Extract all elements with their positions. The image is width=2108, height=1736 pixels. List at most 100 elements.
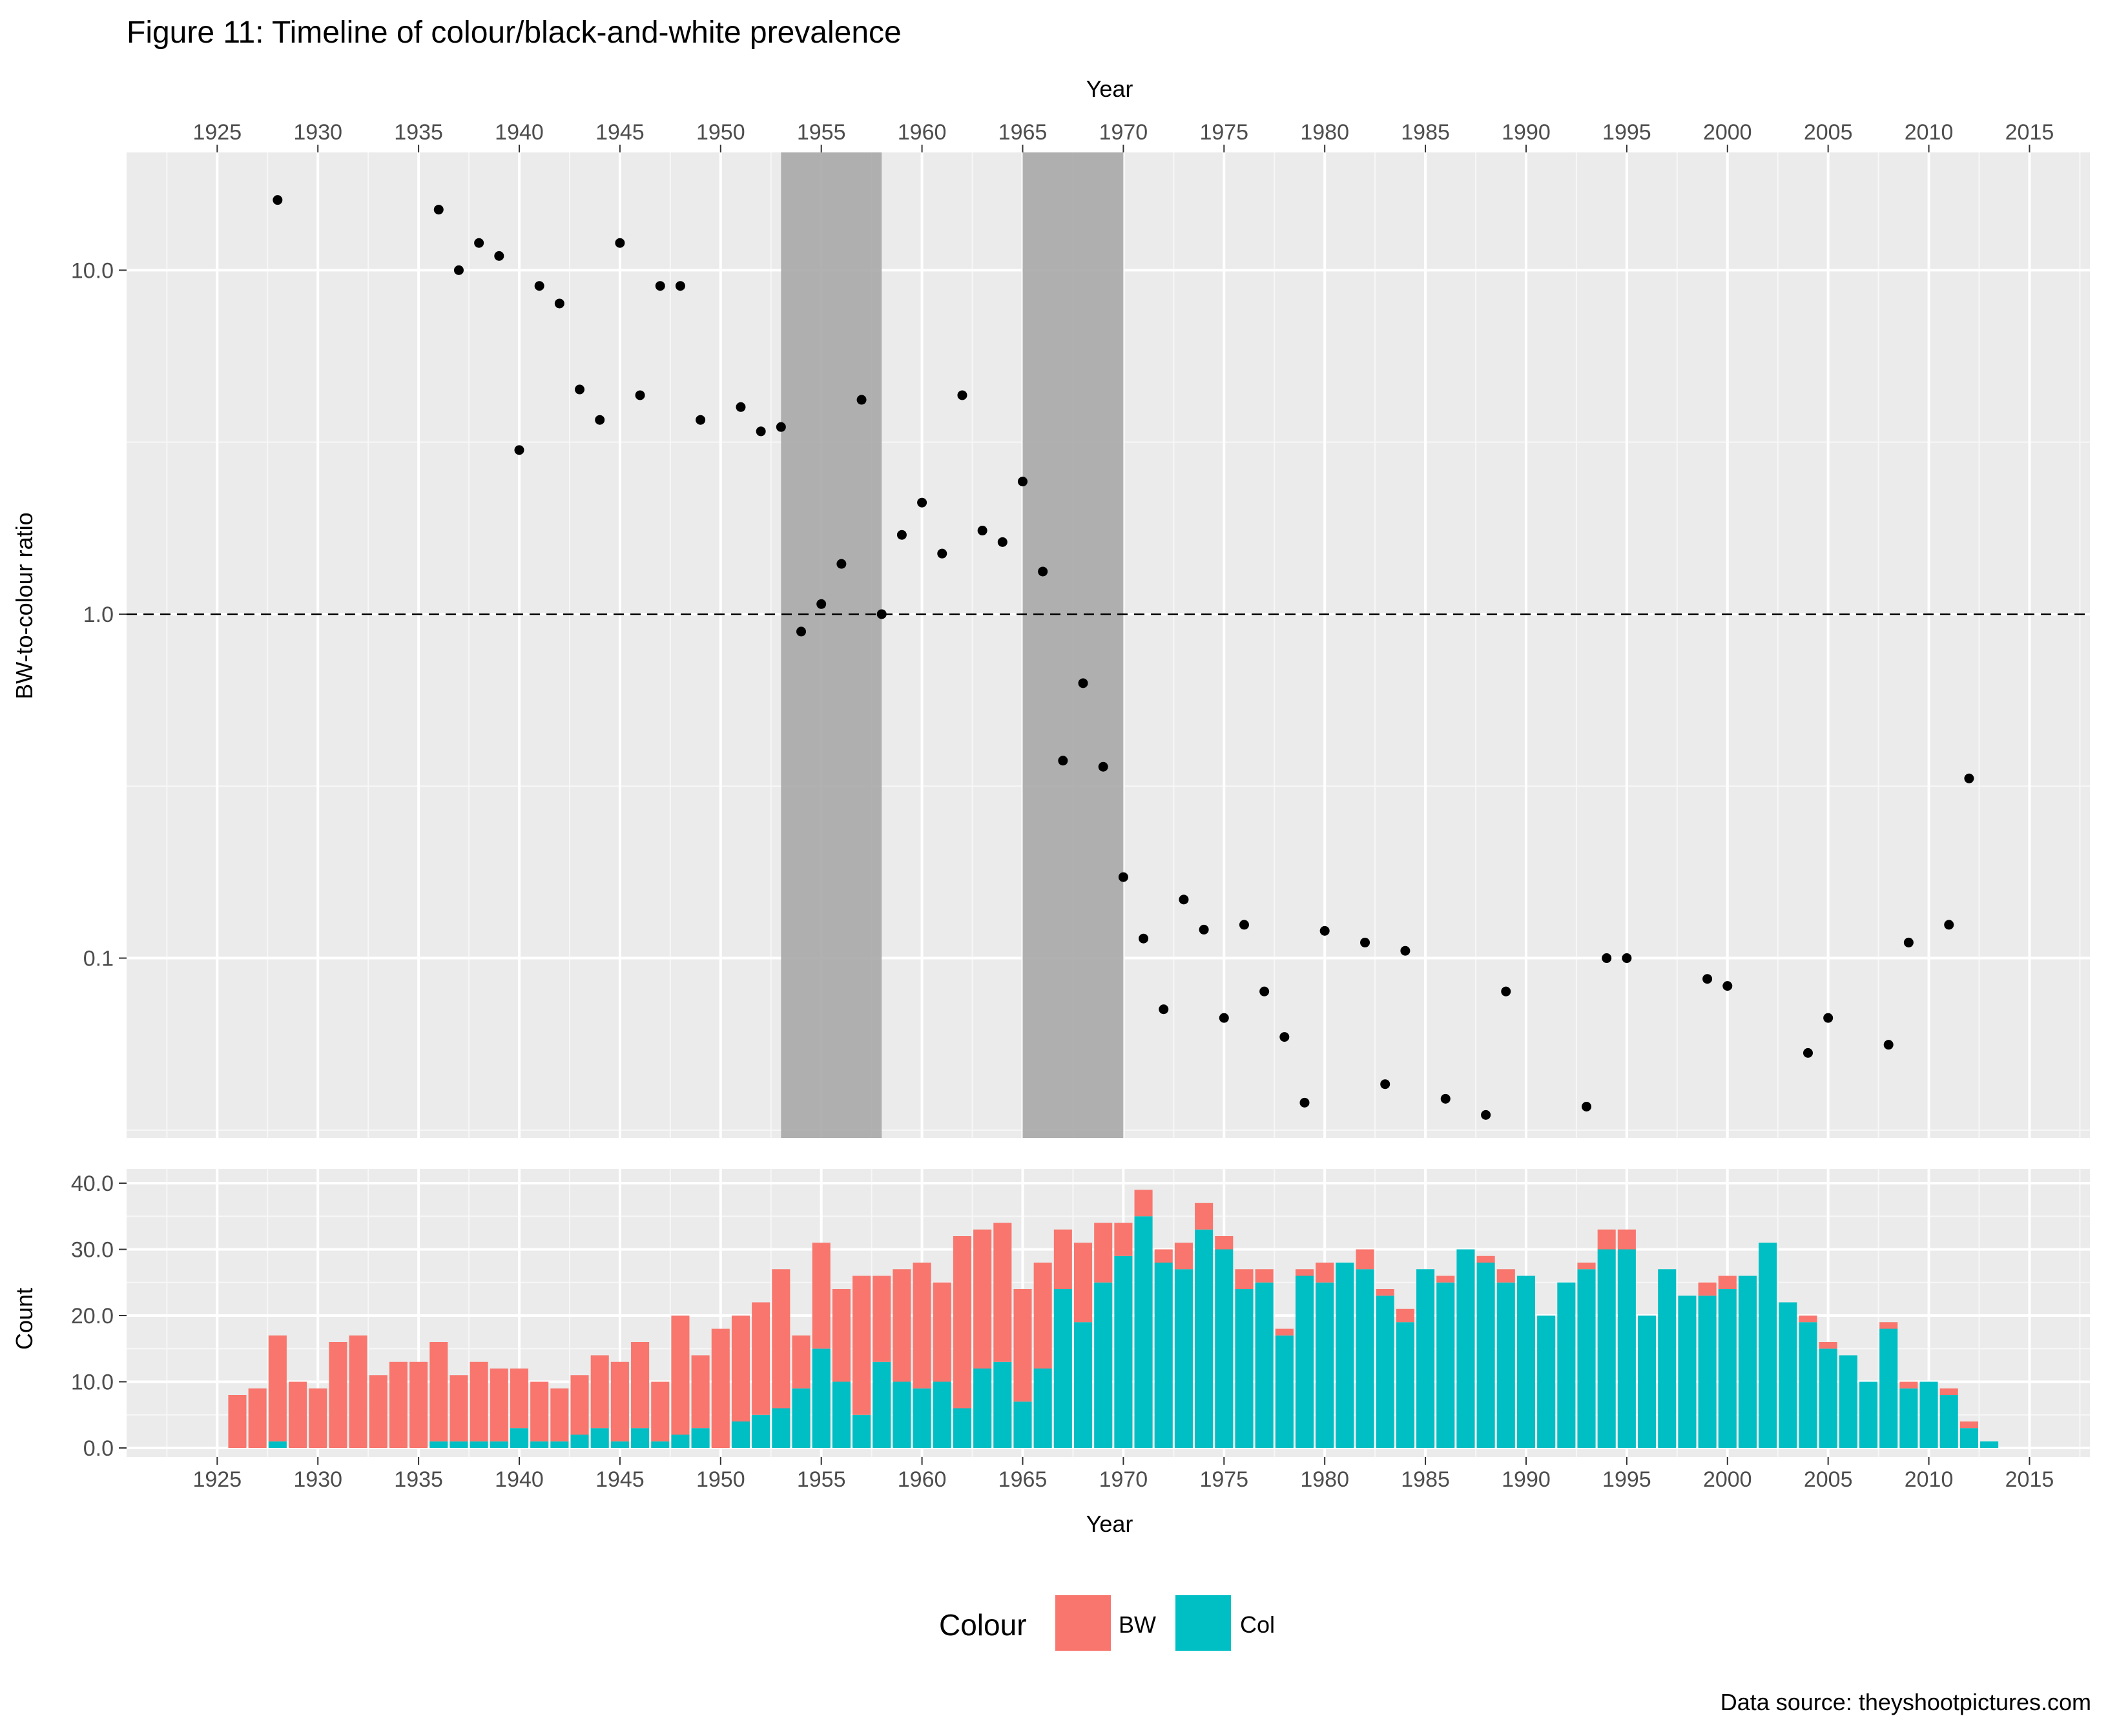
count-bar-bw xyxy=(812,1243,831,1349)
count-bar-bw xyxy=(1819,1342,1837,1349)
ratio-point xyxy=(876,609,887,619)
count-bar-col xyxy=(450,1441,468,1448)
ratio-point xyxy=(1058,756,1068,766)
count-bar-col xyxy=(651,1441,670,1448)
count-bar-col xyxy=(1738,1276,1757,1448)
count-bar-col xyxy=(1919,1381,1938,1448)
legend-title: Colour xyxy=(939,1608,1027,1642)
ratio-point xyxy=(1722,981,1733,991)
ratio-points xyxy=(273,195,1974,1120)
count-bar-bw xyxy=(752,1302,770,1415)
ratio-point xyxy=(896,530,907,540)
ratio-x-tick-label: 1945 xyxy=(595,120,645,145)
ratio-point xyxy=(1139,933,1149,944)
ratio-x-tick-label: 1985 xyxy=(1401,120,1450,145)
ratio-point xyxy=(1883,1040,1894,1050)
count-bar-bw xyxy=(651,1381,670,1442)
ratio-point xyxy=(736,402,746,412)
ratio-point xyxy=(836,559,847,569)
count-bar-bw xyxy=(610,1361,629,1442)
count-bar-col xyxy=(1597,1249,1616,1448)
ratio-point xyxy=(1602,953,1612,964)
count-bar-col xyxy=(631,1428,650,1448)
ratio-point xyxy=(1279,1032,1290,1042)
count-bar-col xyxy=(731,1421,750,1448)
ratio-x-ticks: 1925 1930 1935 1940 1945 1950 1955 1960 1965 1970… xyxy=(192,120,2054,152)
count-bar-col xyxy=(550,1441,569,1448)
count-bar-col xyxy=(1356,1269,1374,1448)
count-bar-col xyxy=(1658,1269,1677,1448)
ratio-point xyxy=(534,281,544,291)
ratio-point xyxy=(1017,477,1028,487)
ratio-point xyxy=(816,599,827,609)
ratio-x-tick-label: 1975 xyxy=(1199,120,1248,145)
ratio-x-tick-label: 1995 xyxy=(1602,120,1651,145)
ratio-point xyxy=(1299,1097,1310,1108)
ratio-point xyxy=(273,195,283,205)
count-x-tick-label: 1940 xyxy=(495,1467,544,1492)
ratio-point xyxy=(1702,974,1713,984)
count-bar-bw xyxy=(288,1381,307,1448)
count-bar-col xyxy=(1376,1296,1394,1448)
count-bar-col xyxy=(993,1361,1012,1448)
ratio-point xyxy=(1259,986,1270,997)
count-bar-bw xyxy=(1718,1276,1737,1289)
count-bar-bw xyxy=(510,1369,529,1429)
count-bar-bw xyxy=(1255,1269,1274,1283)
ratio-x-tick-label: 1940 xyxy=(495,120,544,145)
count-bar-col xyxy=(1638,1316,1657,1448)
count-bar-col xyxy=(490,1441,508,1448)
count-bar-col xyxy=(873,1361,891,1448)
ratio-point xyxy=(615,238,625,248)
ratio-shaded-period xyxy=(1022,152,1124,1138)
count-bar-col xyxy=(1436,1282,1455,1448)
data-source-caption: Data source: theyshootpictures.com xyxy=(1720,1689,2091,1715)
count-bar-col xyxy=(1275,1335,1294,1448)
count-bar-col xyxy=(1416,1269,1435,1448)
count-bar-col xyxy=(1114,1256,1133,1448)
ratio-x-axis-title: Year xyxy=(1086,76,1133,102)
count-x-tick-label: 2010 xyxy=(1905,1467,1954,1492)
ratio-x-tick-label: 1970 xyxy=(1099,120,1148,145)
count-x-tick-label: 1930 xyxy=(293,1467,342,1492)
count-bar-col xyxy=(671,1434,690,1448)
count-bar-col xyxy=(1819,1348,1837,1448)
count-x-axis-title: Year xyxy=(1086,1511,1133,1537)
count-bar-bw xyxy=(993,1223,1012,1362)
count-y-tick-label: 40.0 xyxy=(71,1172,114,1196)
ratio-point xyxy=(655,281,665,291)
count-bar-bw xyxy=(1195,1203,1214,1230)
count-bar-col xyxy=(1557,1282,1576,1448)
count-x-tick-label: 1945 xyxy=(595,1467,645,1492)
ratio-point xyxy=(1440,1093,1451,1104)
count-bar-col xyxy=(953,1408,971,1448)
count-bar-col xyxy=(1195,1229,1214,1448)
count-x-tick-label: 1970 xyxy=(1099,1467,1148,1492)
count-bar-bw xyxy=(973,1229,992,1369)
count-bar-bw xyxy=(792,1335,811,1389)
count-bar-panel: 1925 1930 1935 1940 1945 1950 1955 1960 1965 1970… xyxy=(11,1169,2090,1537)
ratio-point xyxy=(575,384,585,395)
count-bar-bw xyxy=(671,1316,690,1435)
ratio-point xyxy=(937,548,947,559)
count-bar-col xyxy=(590,1428,609,1448)
ratio-x-tick-label: 2015 xyxy=(2005,120,2054,145)
count-x-ticks: 1925 1930 1935 1940 1945 1950 1955 1960 1965 1970… xyxy=(192,1457,2054,1492)
count-x-tick-label: 1985 xyxy=(1401,1467,1450,1492)
legend-swatch-col xyxy=(1175,1595,1231,1651)
count-bar-col xyxy=(1718,1289,1737,1448)
ratio-point xyxy=(1360,937,1370,947)
count-bar-bw xyxy=(731,1316,750,1421)
count-bar-col xyxy=(1134,1216,1153,1448)
ratio-point xyxy=(856,395,867,405)
count-x-tick-label: 1935 xyxy=(394,1467,443,1492)
count-bar-col xyxy=(1577,1269,1596,1448)
ratio-point xyxy=(1823,1013,1834,1023)
count-bar-bw xyxy=(570,1375,589,1435)
ratio-x-tick-label: 1950 xyxy=(696,120,745,145)
count-x-tick-label: 1950 xyxy=(696,1467,745,1492)
count-bar-col xyxy=(1316,1282,1334,1448)
ratio-point xyxy=(494,251,504,261)
ratio-point xyxy=(1098,761,1108,772)
count-bar-bw xyxy=(1617,1229,1636,1250)
